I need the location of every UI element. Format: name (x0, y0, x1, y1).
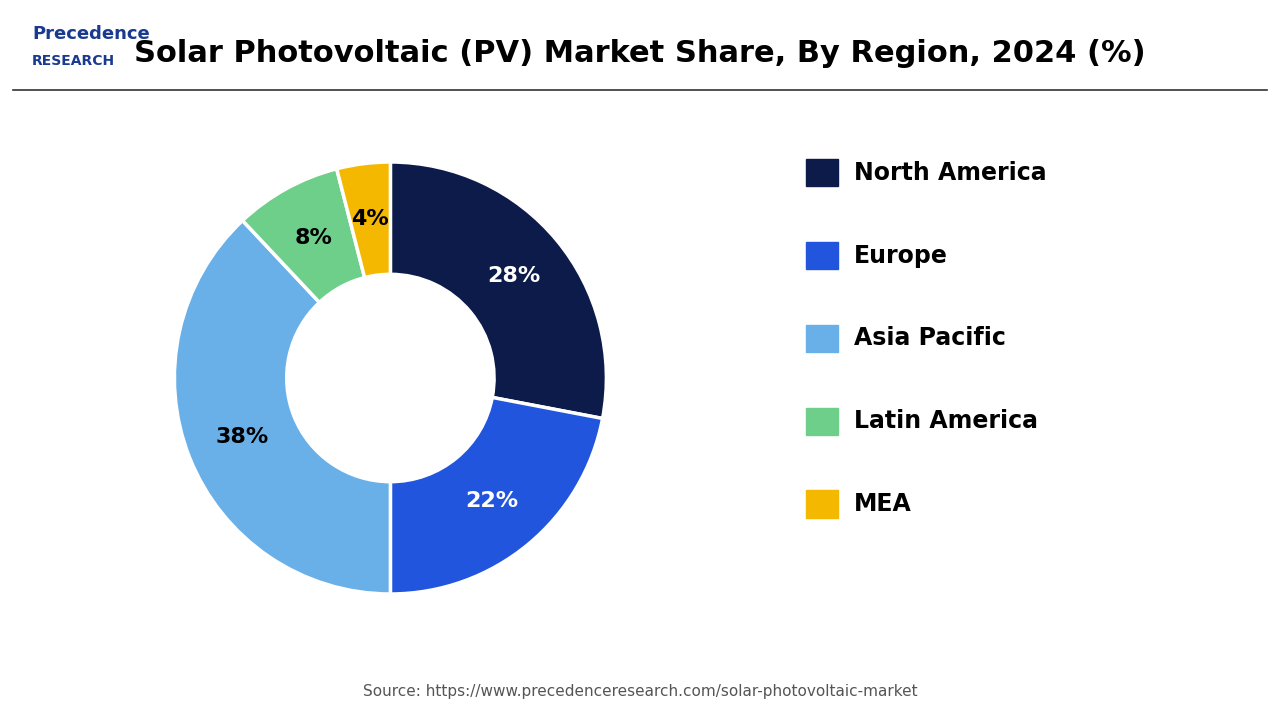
Text: MEA: MEA (854, 492, 911, 516)
Text: Europe: Europe (854, 243, 947, 268)
Wedge shape (337, 162, 390, 278)
Text: Latin America: Latin America (854, 409, 1038, 433)
Wedge shape (390, 397, 603, 594)
Wedge shape (242, 168, 365, 302)
Text: Precedence: Precedence (32, 25, 150, 43)
Text: North America: North America (854, 161, 1046, 185)
Wedge shape (174, 220, 390, 594)
Text: 38%: 38% (215, 427, 269, 447)
Text: 28%: 28% (486, 266, 540, 286)
Text: 22%: 22% (466, 491, 518, 511)
Text: RESEARCH: RESEARCH (32, 54, 115, 68)
Text: Source: https://www.precedenceresearch.com/solar-photovoltaic-market: Source: https://www.precedenceresearch.c… (362, 684, 918, 698)
Text: Asia Pacific: Asia Pacific (854, 326, 1006, 351)
Text: 8%: 8% (294, 228, 333, 248)
Text: Solar Photovoltaic (PV) Market Share, By Region, 2024 (%): Solar Photovoltaic (PV) Market Share, By… (134, 40, 1146, 68)
Wedge shape (390, 162, 607, 418)
Text: 4%: 4% (352, 210, 389, 230)
